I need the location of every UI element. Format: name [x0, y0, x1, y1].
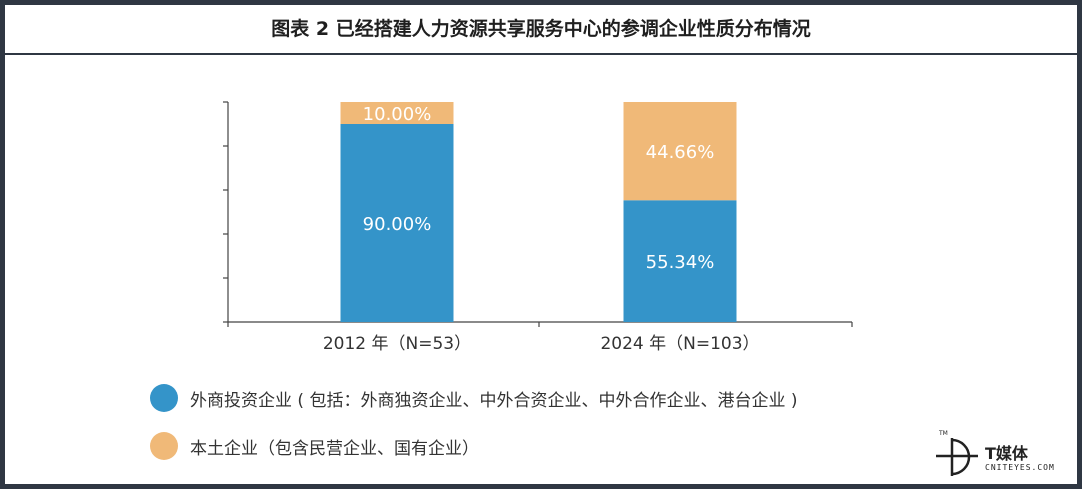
legend-label-domestic: 本土企业（包含民营企业、国有企业） — [190, 438, 479, 459]
legend-swatch-foreign — [150, 384, 178, 412]
legend-item-foreign: 外商投资企业 ( 包括：外商独资企业、中外合资企业、中外合作企业、港台企业 ) — [150, 384, 797, 412]
logo-icon — [936, 438, 978, 476]
category-label-1: 2024 年（N=103） — [600, 334, 759, 354]
legend-swatch-domestic — [150, 432, 178, 460]
bar-0-1 — [340, 102, 454, 124]
chart-title: 图表 2 已经搭建人力资源共享服务中心的参调企业性质分布情况 — [271, 18, 811, 40]
data-label-1-0: 55.34% — [646, 252, 715, 273]
data-label-0-0: 90.00% — [363, 214, 432, 235]
category-label-0: 2012 年（N=53） — [323, 334, 471, 354]
data-label-1-1: 44.66% — [646, 142, 715, 163]
data-label-0-1: 10.00% — [363, 104, 432, 125]
logo-trademark: TM — [939, 430, 948, 437]
logo-name: T媒体 — [985, 444, 1028, 463]
title-bar: 图表 2 已经搭建人力资源共享服务中心的参调企业性质分布情况 — [5, 5, 1077, 55]
bar-0-0 — [340, 124, 454, 322]
legend-label-foreign: 外商投资企业 ( 包括：外商独资企业、中外合资企业、中外合作企业、港台企业 ) — [190, 390, 798, 411]
logo-domain: CNITEYES.COM — [985, 463, 1055, 472]
bar-1-1 — [623, 102, 737, 201]
legend-item-domestic: 本土企业（包含民营企业、国有企业） — [150, 432, 479, 460]
bar-1-0 — [623, 200, 737, 322]
